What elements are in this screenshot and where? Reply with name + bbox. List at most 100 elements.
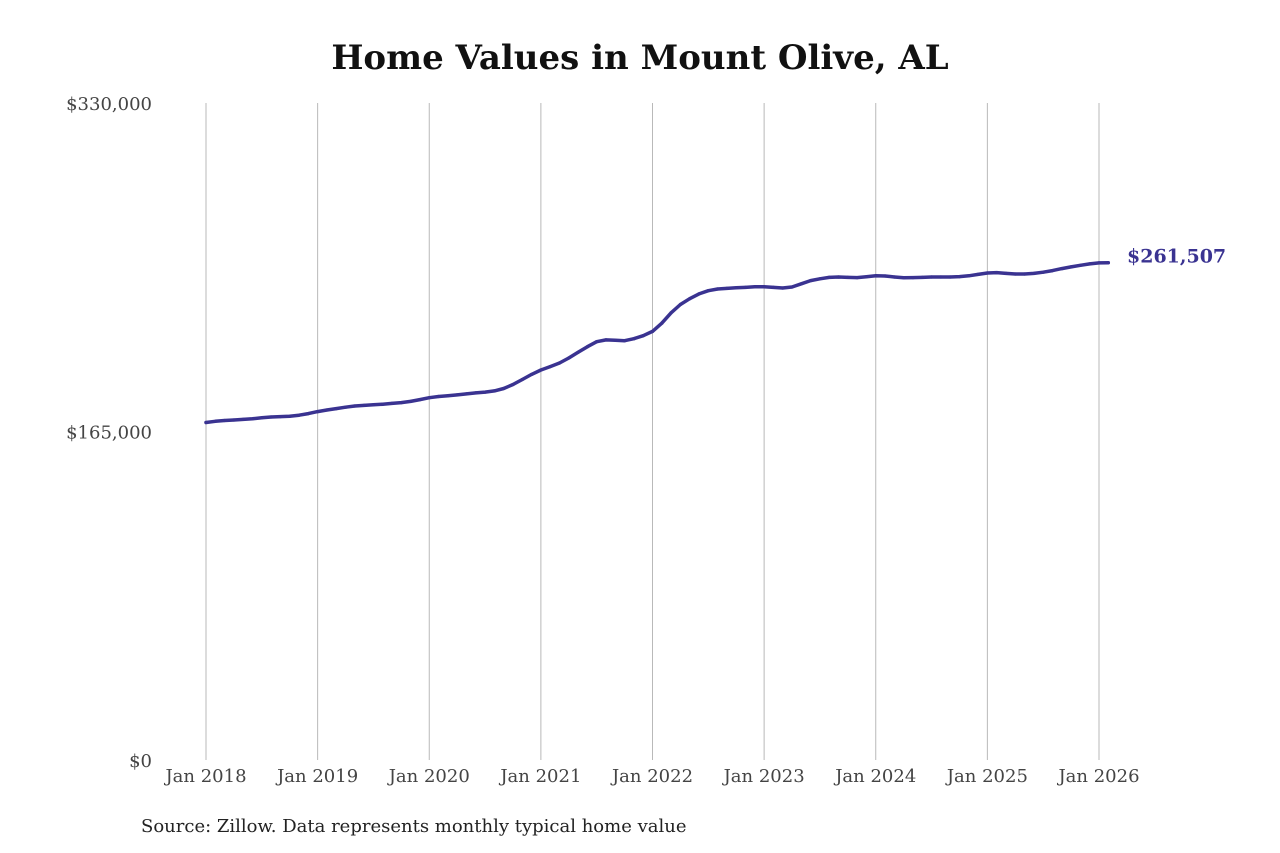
data-point xyxy=(325,408,329,412)
data-point xyxy=(985,271,990,275)
data-point xyxy=(306,412,310,416)
data-point xyxy=(1078,263,1082,267)
gridlines xyxy=(205,103,1100,760)
data-point xyxy=(613,338,617,342)
data-point xyxy=(706,289,710,293)
data-point xyxy=(734,286,738,290)
data-point xyxy=(1088,262,1092,266)
data-point xyxy=(725,286,729,290)
data-point xyxy=(455,393,459,397)
data-point xyxy=(604,338,608,342)
data-point xyxy=(213,419,217,423)
chart-title: Home Values in Mount Olive, AL xyxy=(331,38,949,78)
data-point xyxy=(316,410,320,414)
data-point xyxy=(1023,272,1027,276)
data-point xyxy=(688,297,692,301)
data-point xyxy=(995,271,999,275)
data-point xyxy=(967,274,971,278)
data-point xyxy=(836,275,841,279)
data-point xyxy=(381,402,385,406)
data-point xyxy=(399,401,403,405)
data-point xyxy=(939,275,943,279)
data-point xyxy=(1097,261,1101,265)
data-point xyxy=(716,287,720,291)
y-tick-label: $165,000 xyxy=(66,423,152,444)
x-tick-label: Jan 2025 xyxy=(945,766,1028,787)
data-point xyxy=(437,394,441,399)
data-point xyxy=(883,274,887,278)
data-point xyxy=(567,356,571,360)
x-tick-label: Jan 2018 xyxy=(163,766,246,787)
data-point xyxy=(827,275,831,279)
data-point xyxy=(464,392,469,396)
data-point xyxy=(446,394,450,398)
data-point xyxy=(204,420,208,425)
data-point xyxy=(902,276,906,280)
data-point xyxy=(1069,265,1073,269)
data-point xyxy=(353,404,357,408)
data-point xyxy=(632,337,636,341)
data-point xyxy=(548,365,552,369)
data-point xyxy=(269,415,273,419)
source-note: Source: Zillow. Data represents monthly … xyxy=(141,816,687,837)
data-point xyxy=(762,285,766,289)
data-point xyxy=(930,275,934,279)
data-point xyxy=(818,277,822,281)
data-point xyxy=(362,403,366,407)
data-point xyxy=(799,282,803,286)
data-point xyxy=(920,275,924,279)
data-point xyxy=(539,368,543,372)
data-point xyxy=(678,302,683,307)
data-point xyxy=(223,418,227,423)
data-point xyxy=(781,286,785,290)
data-point xyxy=(427,396,431,400)
x-tick-label: Jan 2024 xyxy=(833,766,916,787)
x-tick-label: Jan 2022 xyxy=(610,766,693,787)
data-point xyxy=(641,334,645,338)
data-point xyxy=(371,403,375,407)
data-point xyxy=(697,292,701,296)
data-point xyxy=(557,361,562,365)
data-point xyxy=(530,372,534,376)
data-point xyxy=(474,391,478,395)
x-axis: Jan 2018 Jan 2019 Jan 2020 Jan 2021 Jan 2022… xyxy=(163,766,1139,787)
data-point xyxy=(260,416,264,420)
data-point xyxy=(241,417,245,421)
data-point xyxy=(855,276,859,280)
data-point xyxy=(288,414,292,418)
data-point xyxy=(1032,271,1036,275)
data-point xyxy=(660,321,664,325)
data-point xyxy=(911,276,915,280)
data-point xyxy=(976,272,980,276)
end-value-label: $261,507 xyxy=(1127,246,1226,268)
data-point xyxy=(502,386,506,391)
data-point xyxy=(846,275,850,279)
data-point xyxy=(790,285,794,289)
x-tick-label: Jan 2021 xyxy=(498,766,581,787)
data-point xyxy=(623,339,627,343)
data-point xyxy=(511,382,515,387)
data-point xyxy=(297,413,301,417)
data-point xyxy=(1004,271,1008,275)
data-point xyxy=(409,399,413,403)
series-layer xyxy=(204,260,1111,425)
data-point xyxy=(669,311,673,315)
data-point xyxy=(892,275,897,279)
data-point xyxy=(743,285,748,289)
x-tick-label: Jan 2023 xyxy=(722,766,805,787)
y-tick-label: $330,000 xyxy=(66,94,152,115)
data-point xyxy=(874,274,878,278)
data-point xyxy=(250,417,255,421)
data-point xyxy=(334,407,338,411)
data-point xyxy=(864,275,869,279)
data-point xyxy=(343,405,348,409)
data-point xyxy=(390,401,394,405)
data-point xyxy=(771,285,776,289)
x-tick-label: Jan 2020 xyxy=(387,766,470,787)
data-point xyxy=(1013,272,1017,276)
y-tick-label: $0 xyxy=(129,751,152,772)
y-axis: $330,000 $165,000 $0 xyxy=(66,94,152,772)
data-point xyxy=(1041,270,1045,274)
data-point xyxy=(483,390,487,394)
